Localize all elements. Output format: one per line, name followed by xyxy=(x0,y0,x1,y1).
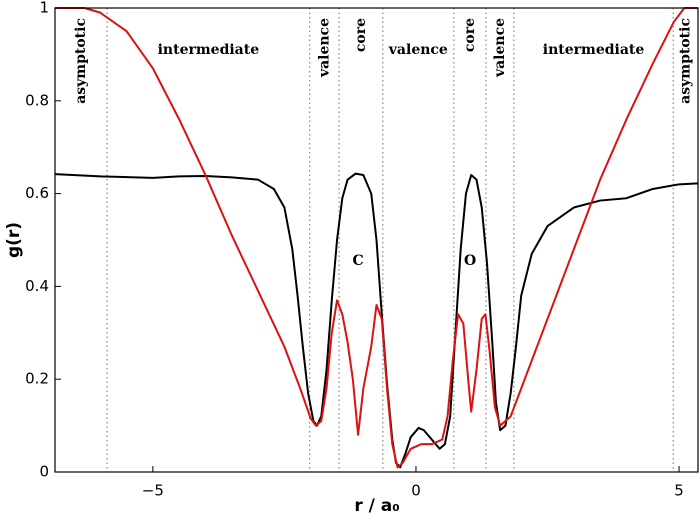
x-tick-label: 5 xyxy=(674,482,684,500)
y-axis-label: g(r) xyxy=(4,222,24,258)
x-tick-label: −5 xyxy=(142,482,164,500)
y-tick-label: 0.4 xyxy=(25,277,49,295)
region-label: intermediate xyxy=(158,42,260,58)
region-label: core xyxy=(353,18,369,52)
y-tick-label: 1 xyxy=(39,0,49,17)
x-axis-label: r / a₀ xyxy=(354,496,399,516)
region-label: valence xyxy=(492,18,508,78)
region-label: asymptotic xyxy=(73,18,89,104)
plot-frame xyxy=(54,7,699,473)
region-label: valence xyxy=(388,42,448,58)
x-tick-label: 0 xyxy=(411,482,421,500)
region-label: valence xyxy=(316,18,332,78)
data-line xyxy=(55,7,698,469)
y-tick-label: 0.8 xyxy=(25,91,49,109)
data-line xyxy=(54,172,699,469)
region-label: intermediate xyxy=(543,42,645,58)
y-tick-label: 0 xyxy=(39,463,49,481)
atom-label: O xyxy=(464,253,476,269)
y-tick-label: 0.2 xyxy=(25,370,49,388)
region-label: asymptotic xyxy=(678,18,694,104)
y-tick-label: 0.6 xyxy=(25,184,49,202)
region-label: core xyxy=(462,18,478,52)
atom-label: C xyxy=(353,253,364,269)
